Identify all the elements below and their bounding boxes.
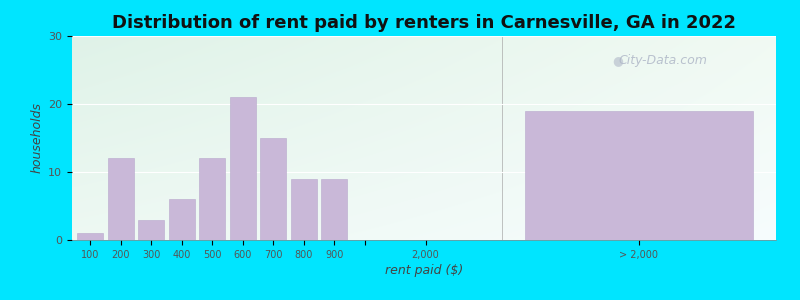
Bar — [525, 111, 753, 240]
Bar — [321, 179, 347, 240]
Bar — [138, 220, 164, 240]
X-axis label: rent paid ($): rent paid ($) — [385, 264, 463, 277]
Bar — [230, 97, 256, 240]
Text: ●: ● — [612, 54, 623, 67]
Bar — [199, 158, 225, 240]
Bar — [260, 138, 286, 240]
Bar — [108, 158, 134, 240]
Y-axis label: households: households — [31, 103, 44, 173]
Text: City-Data.com: City-Data.com — [619, 54, 708, 67]
Title: Distribution of rent paid by renters in Carnesville, GA in 2022: Distribution of rent paid by renters in … — [112, 14, 736, 32]
Bar — [169, 199, 194, 240]
Bar — [78, 233, 103, 240]
Bar — [290, 179, 317, 240]
